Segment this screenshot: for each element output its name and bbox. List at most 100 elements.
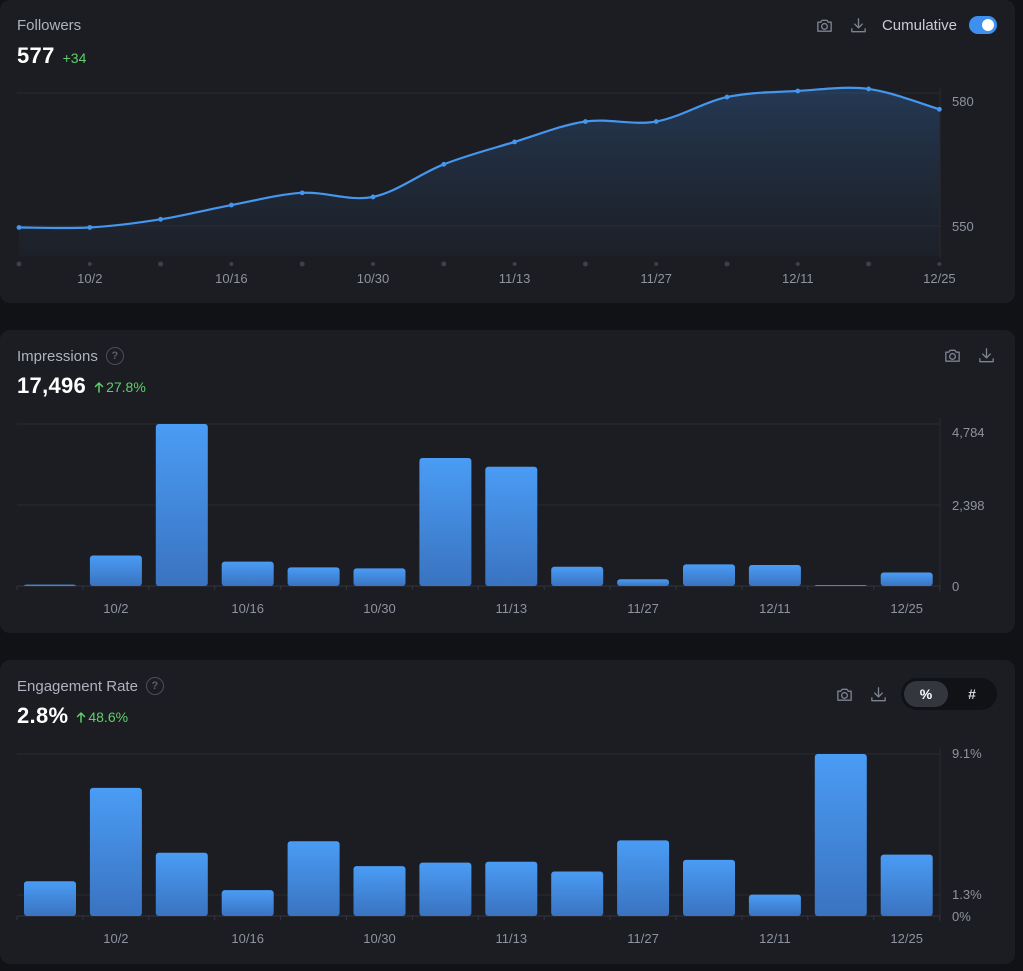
- bar[interactable]: [155, 852, 208, 916]
- x-tick-mark: [371, 262, 375, 266]
- bar[interactable]: [814, 754, 867, 916]
- bar[interactable]: [221, 890, 274, 916]
- download-icon[interactable]: [848, 14, 870, 36]
- x-tick-mark: [582, 261, 588, 267]
- x-tick-label: 11/13: [499, 271, 531, 286]
- bar[interactable]: [748, 565, 801, 586]
- x-tick-mark: [16, 261, 22, 267]
- followers-summary: 577 +34: [17, 43, 86, 69]
- y-tick-label: 2,398: [952, 498, 985, 513]
- bar[interactable]: [880, 572, 933, 586]
- data-point[interactable]: [512, 139, 517, 145]
- y-tick-label: 1.3%: [952, 887, 982, 902]
- bar[interactable]: [683, 859, 735, 916]
- bar[interactable]: [551, 871, 604, 916]
- impressions-summary: 17,496 27.8%: [17, 373, 146, 399]
- bar[interactable]: [24, 881, 76, 916]
- data-point[interactable]: [795, 88, 801, 94]
- bar[interactable]: [24, 584, 76, 586]
- bar[interactable]: [880, 854, 933, 916]
- x-tick-label: 10/30: [363, 931, 396, 946]
- followers-delta: +34: [62, 50, 87, 66]
- engagement-card: Engagement Rate ? 2.8% 48.6% % # 10/2 10/…: [0, 660, 1015, 964]
- bar[interactable]: [419, 862, 472, 916]
- x-tick-mark: [866, 261, 872, 267]
- data-point[interactable]: [441, 161, 447, 167]
- camera-icon[interactable]: [833, 683, 855, 705]
- engagement-value: 2.8%: [17, 703, 69, 728]
- bar[interactable]: [617, 840, 670, 916]
- help-icon[interactable]: ?: [105, 347, 124, 365]
- x-tick-mark: [229, 262, 234, 266]
- data-point[interactable]: [583, 119, 588, 124]
- x-tick-label: 12/11: [759, 601, 791, 616]
- x-tick-label: 12/25: [923, 271, 956, 286]
- bar[interactable]: [419, 457, 472, 586]
- data-point[interactable]: [866, 86, 871, 92]
- bar[interactable]: [221, 561, 274, 586]
- x-tick-mark: [795, 262, 800, 266]
- data-point[interactable]: [653, 119, 659, 124]
- x-tick-mark: [724, 261, 730, 267]
- impressions-delta: 27.8%: [94, 379, 146, 395]
- bar[interactable]: [353, 568, 406, 586]
- impressions-value: 17,496: [17, 373, 87, 398]
- download-icon[interactable]: [975, 344, 997, 366]
- camera-icon[interactable]: [941, 344, 963, 366]
- impressions-chart: 10/2 10/16 10/30 11/13 11/27 12/11 12/25 4,784 2…: [16, 418, 985, 616]
- followers-chart: 10/2 10/16 10/30 11/13 11/27 12/11 12/25 580 550: [16, 86, 974, 286]
- cumulative-label: Cumulative: [881, 16, 957, 34]
- bar[interactable]: [89, 787, 142, 916]
- bar[interactable]: [748, 894, 801, 916]
- bar[interactable]: [683, 564, 735, 586]
- bar[interactable]: [551, 566, 604, 586]
- percent-mode-button[interactable]: %: [904, 681, 948, 707]
- x-tick-mark: [937, 262, 942, 266]
- y-tick-label: 550: [952, 219, 974, 234]
- arrow-up-icon: [94, 382, 104, 393]
- bar[interactable]: [287, 567, 340, 586]
- data-point[interactable]: [299, 190, 305, 196]
- engagement-delta: 48.6%: [76, 709, 128, 725]
- x-tick-label: 10/16: [215, 271, 248, 286]
- cumulative-toggle[interactable]: [969, 16, 997, 34]
- help-icon[interactable]: ?: [145, 677, 164, 695]
- metric-mode-toggle: % #: [901, 678, 997, 710]
- x-tick-label: 10/30: [357, 271, 390, 286]
- bar[interactable]: [485, 861, 538, 916]
- bar[interactable]: [485, 466, 538, 586]
- data-point[interactable]: [937, 106, 942, 112]
- x-tick-mark: [441, 261, 447, 267]
- x-tick-mark: [87, 262, 92, 266]
- bar[interactable]: [353, 866, 406, 916]
- x-tick-label: 11/27: [627, 931, 659, 946]
- x-tick-label: 10/2: [103, 931, 128, 946]
- engagement-title: Engagement Rate ?: [17, 677, 164, 695]
- count-mode-button[interactable]: #: [968, 686, 976, 702]
- bar[interactable]: [155, 424, 208, 586]
- bar[interactable]: [89, 555, 142, 586]
- followers-card: Followers 577 +34 Cumulative 10/2 10/16 10…: [0, 0, 1015, 303]
- x-tick-label: 11/13: [496, 931, 528, 946]
- impressions-title: Impressions ?: [17, 347, 124, 365]
- x-tick-label: 10/16: [231, 601, 264, 616]
- y-tick-label: 0%: [952, 909, 971, 924]
- data-point[interactable]: [229, 202, 234, 208]
- x-tick-label: 11/27: [640, 271, 672, 286]
- x-tick-label: 10/30: [363, 601, 396, 616]
- camera-icon[interactable]: [814, 14, 836, 36]
- download-icon[interactable]: [867, 683, 889, 705]
- data-point[interactable]: [16, 225, 22, 230]
- data-point[interactable]: [724, 94, 730, 100]
- x-tick-label: 11/13: [496, 601, 528, 616]
- bar[interactable]: [814, 585, 867, 586]
- data-point[interactable]: [87, 225, 93, 230]
- bar[interactable]: [617, 579, 670, 586]
- data-point[interactable]: [370, 194, 376, 200]
- bar[interactable]: [287, 841, 340, 916]
- arrow-up-icon: [77, 712, 86, 723]
- data-point[interactable]: [158, 216, 164, 222]
- x-tick-mark: [158, 261, 164, 267]
- y-tick-label: 0: [952, 579, 959, 594]
- x-tick-label: 10/16: [231, 931, 264, 946]
